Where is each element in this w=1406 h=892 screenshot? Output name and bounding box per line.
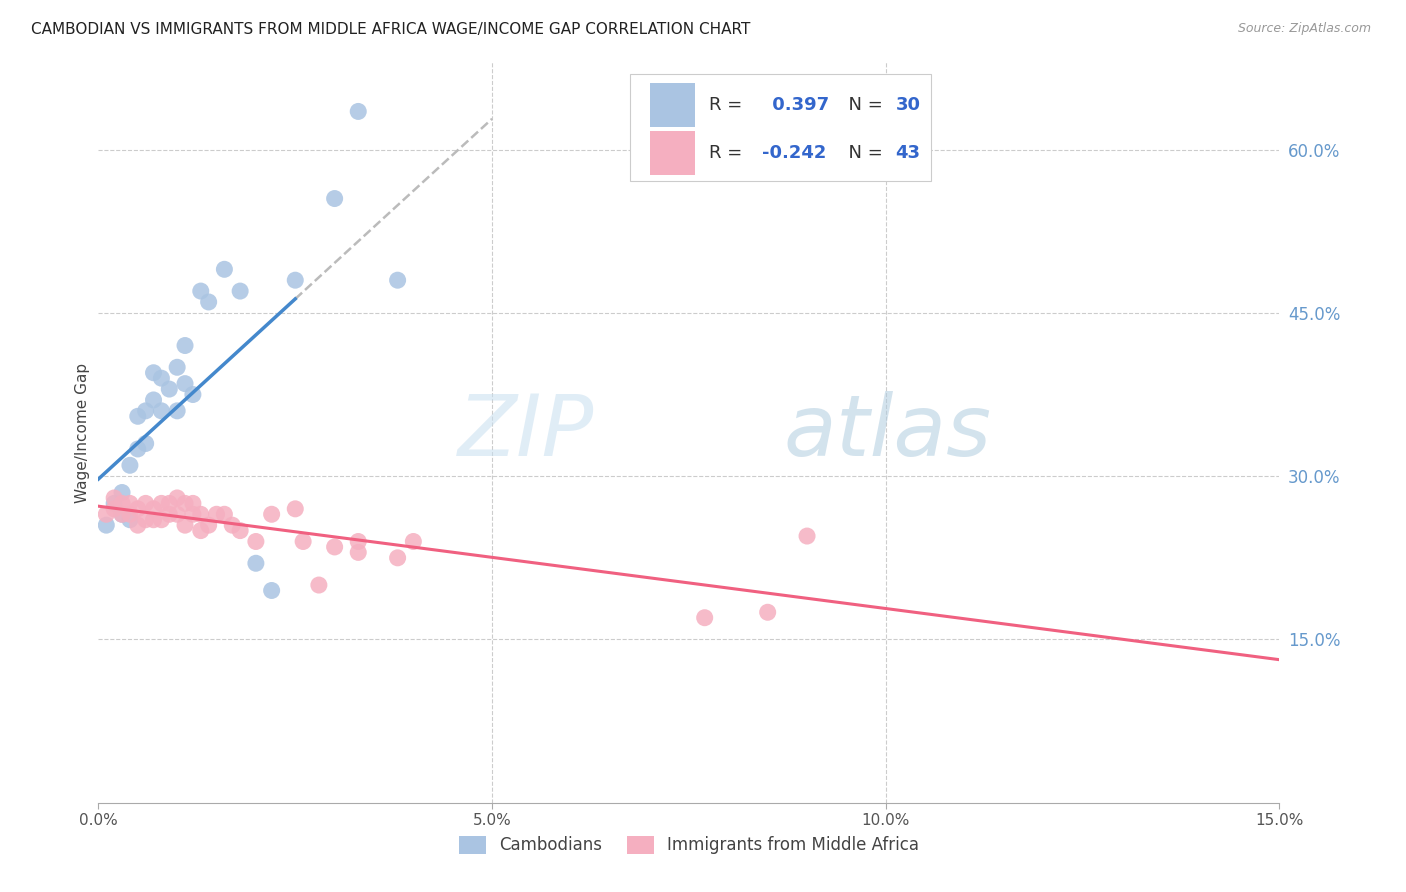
Point <box>214 508 236 522</box>
Point <box>135 404 157 418</box>
Point <box>150 513 173 527</box>
Point <box>693 611 716 625</box>
Text: CAMBODIAN VS IMMIGRANTS FROM MIDDLE AFRICA WAGE/INCOME GAP CORRELATION CHART: CAMBODIAN VS IMMIGRANTS FROM MIDDLE AFRI… <box>31 22 751 37</box>
Point <box>229 284 252 298</box>
Text: -0.242: -0.242 <box>762 145 827 162</box>
Bar <box>650 83 695 128</box>
Text: 43: 43 <box>896 145 921 162</box>
Point <box>127 501 149 516</box>
Point <box>190 284 212 298</box>
Point <box>118 496 141 510</box>
Point <box>387 550 409 565</box>
Point <box>323 540 346 554</box>
Point <box>111 508 134 522</box>
Point <box>796 529 818 543</box>
Text: N =: N = <box>837 145 889 162</box>
Bar <box>650 131 695 176</box>
Point <box>111 496 134 510</box>
Point <box>174 338 197 352</box>
FancyBboxPatch shape <box>630 73 931 181</box>
Text: atlas: atlas <box>783 391 991 475</box>
Point <box>96 508 118 522</box>
Point <box>347 534 370 549</box>
Point <box>135 496 157 510</box>
Point <box>142 392 165 407</box>
Text: 0.397: 0.397 <box>766 96 828 114</box>
Point <box>166 404 188 418</box>
Point <box>150 404 173 418</box>
Point <box>96 518 118 533</box>
Point <box>260 583 283 598</box>
Point <box>756 605 779 619</box>
Point <box>214 262 236 277</box>
Point <box>142 513 165 527</box>
Point <box>181 387 204 401</box>
Point <box>174 518 197 533</box>
Text: R =: R = <box>709 145 748 162</box>
Point <box>135 513 157 527</box>
Point <box>347 104 370 119</box>
Point <box>135 436 157 450</box>
Point <box>197 295 219 310</box>
Y-axis label: Wage/Income Gap: Wage/Income Gap <box>75 362 90 503</box>
Point <box>142 501 165 516</box>
Point <box>157 496 180 510</box>
Point <box>103 501 125 516</box>
Text: ZIP: ZIP <box>458 391 595 475</box>
Text: R =: R = <box>709 96 748 114</box>
Legend: Cambodians, Immigrants from Middle Africa: Cambodians, Immigrants from Middle Afric… <box>453 829 925 861</box>
Point <box>111 508 134 522</box>
Point <box>157 382 180 396</box>
Point <box>166 360 188 375</box>
Point <box>127 518 149 533</box>
Point <box>181 496 204 510</box>
Point <box>166 508 188 522</box>
Point <box>197 518 219 533</box>
Point <box>111 485 134 500</box>
Point <box>260 508 283 522</box>
Point <box>190 524 212 538</box>
Point <box>150 496 173 510</box>
Point <box>118 508 141 522</box>
Point <box>127 409 149 424</box>
Point <box>245 556 267 570</box>
Point <box>284 273 307 287</box>
Point <box>308 578 330 592</box>
Point <box>221 518 243 533</box>
Point <box>103 496 125 510</box>
Point <box>174 376 197 391</box>
Point <box>142 366 165 380</box>
Point <box>323 192 346 206</box>
Point <box>181 508 204 522</box>
Text: N =: N = <box>837 96 889 114</box>
Point <box>292 534 315 549</box>
Point <box>387 273 409 287</box>
Point <box>166 491 188 505</box>
Point <box>402 534 425 549</box>
Text: 30: 30 <box>896 96 921 114</box>
Point <box>118 458 141 473</box>
Point <box>127 442 149 456</box>
Point <box>150 371 173 385</box>
Point <box>347 545 370 559</box>
Point <box>205 508 228 522</box>
Point <box>245 534 267 549</box>
Point <box>157 508 180 522</box>
Point <box>103 491 125 505</box>
Point <box>118 513 141 527</box>
Text: Source: ZipAtlas.com: Source: ZipAtlas.com <box>1237 22 1371 36</box>
Point <box>284 501 307 516</box>
Point <box>174 496 197 510</box>
Point <box>229 524 252 538</box>
Point <box>190 508 212 522</box>
